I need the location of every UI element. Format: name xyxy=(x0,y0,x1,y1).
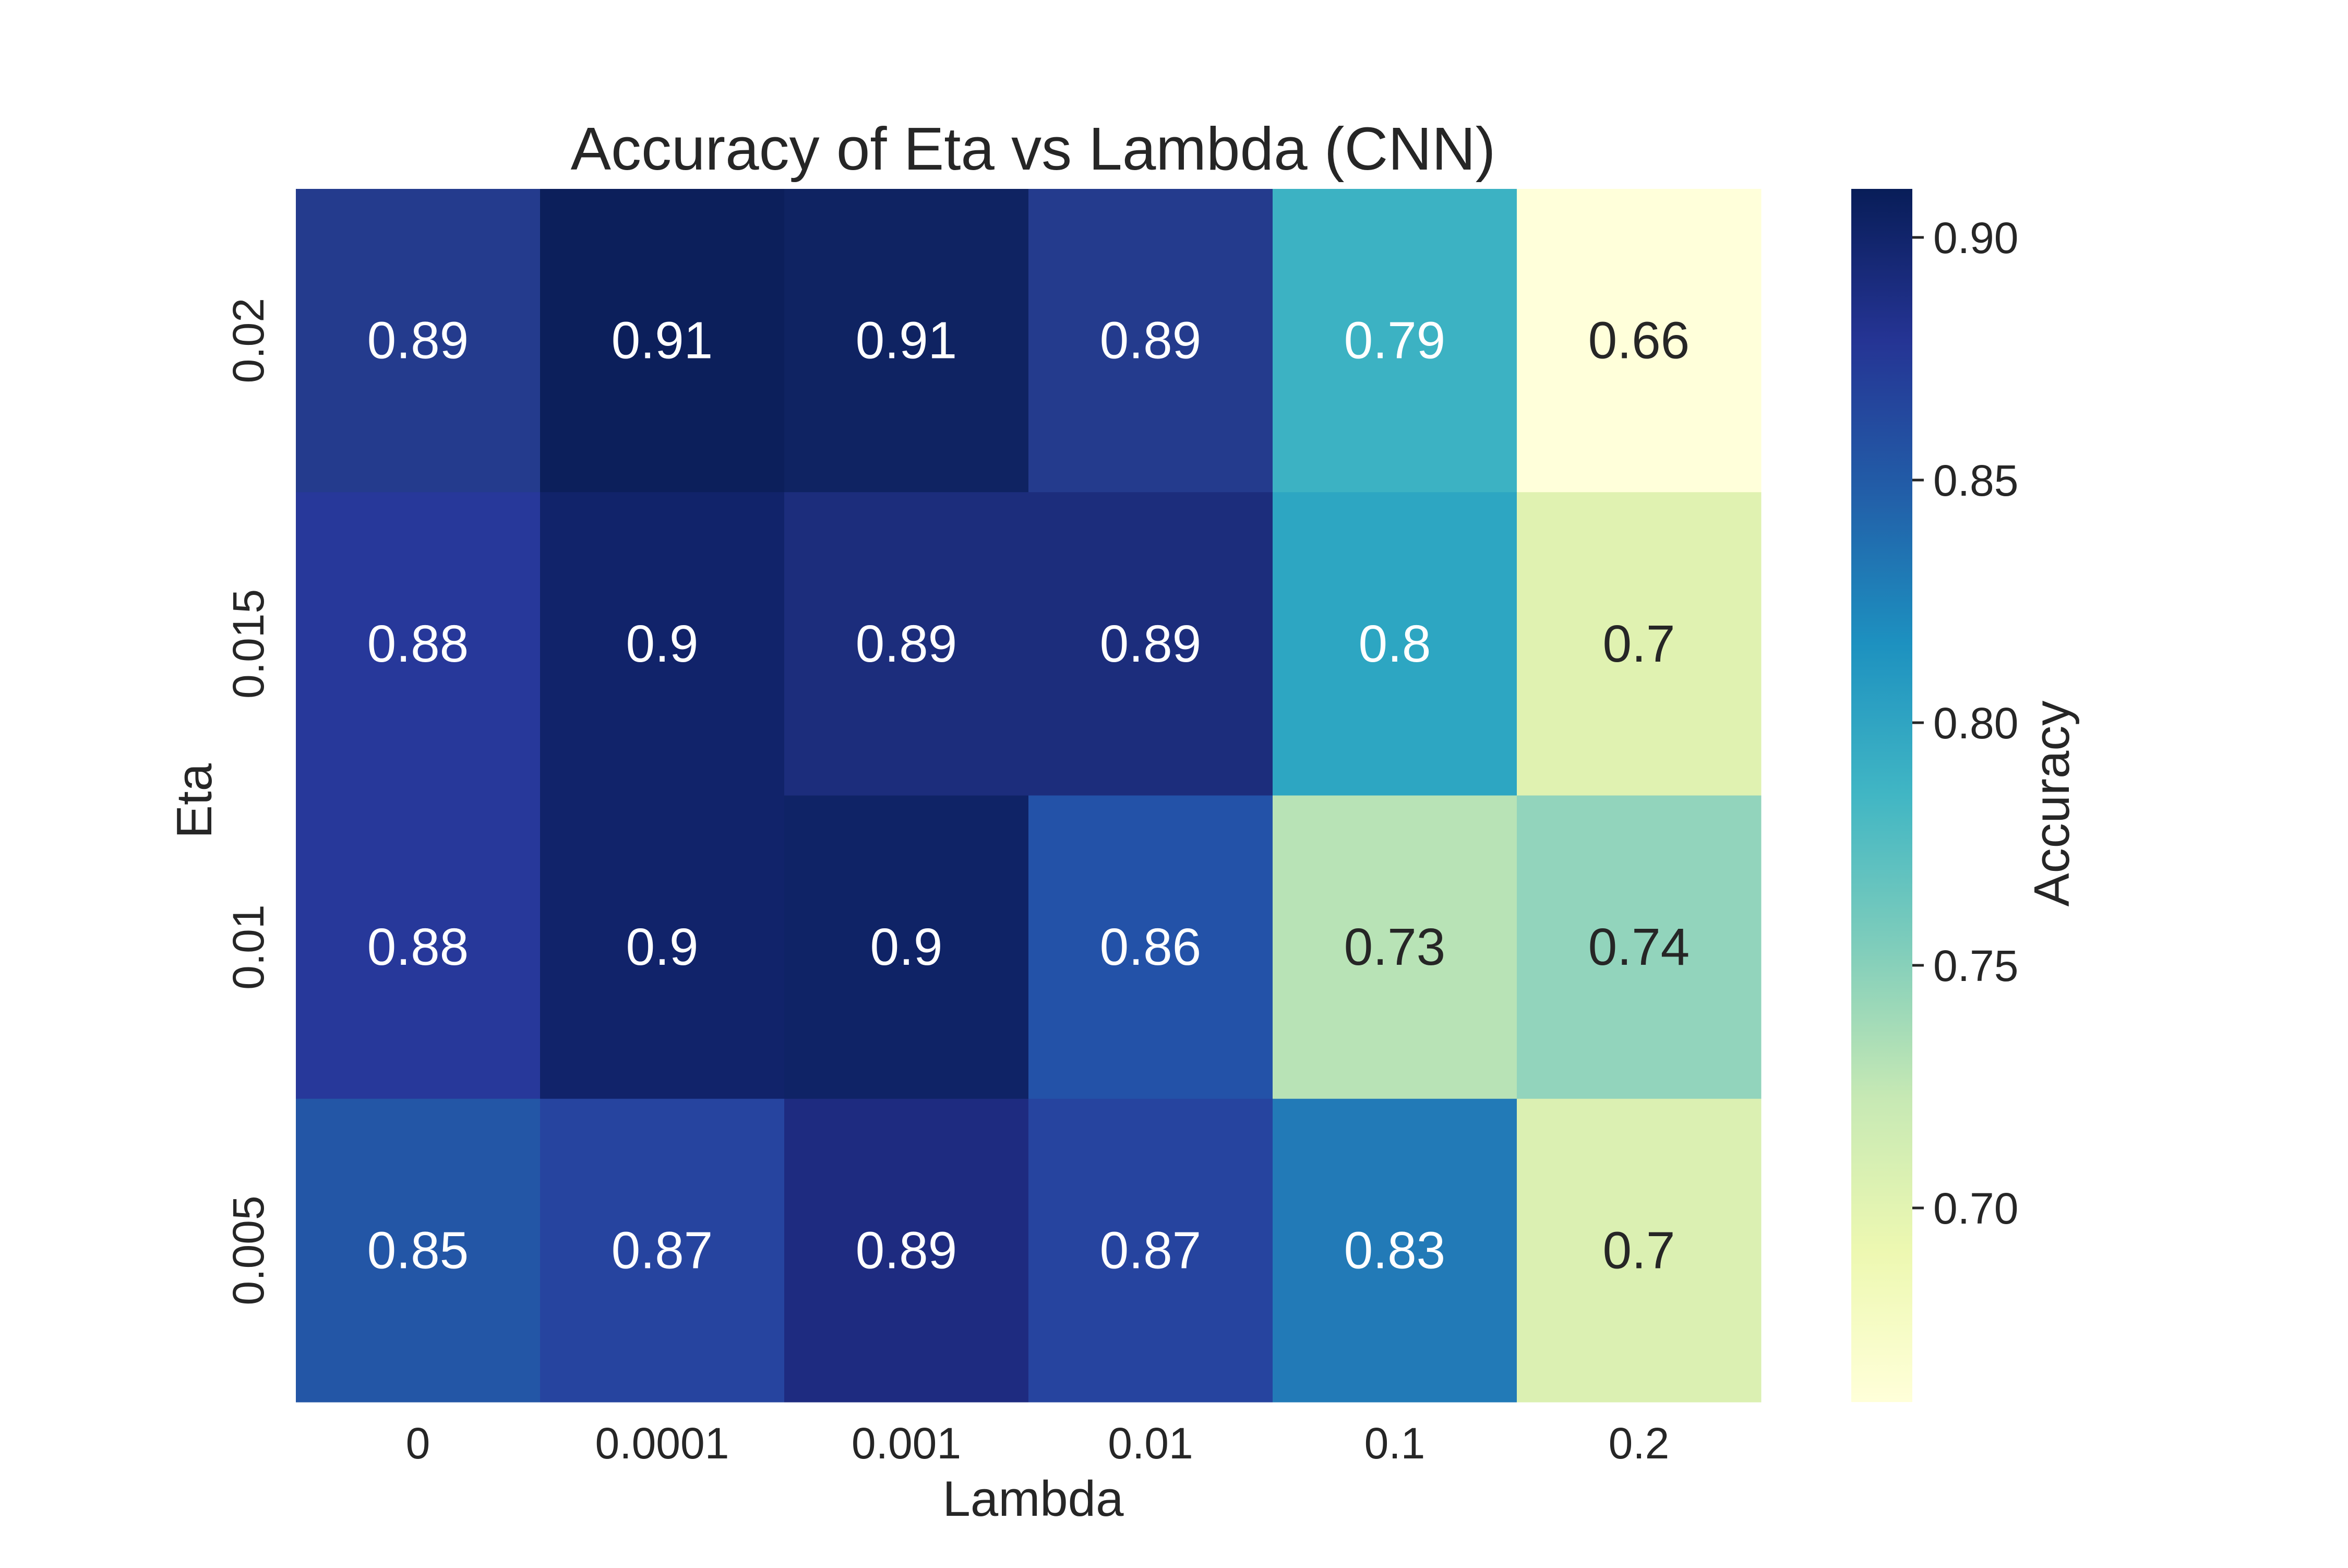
cell-value-label: 0.8 xyxy=(1358,615,1431,673)
y-tick-label: 0.015 xyxy=(224,589,273,699)
colorbar-tick-label: 0.90 xyxy=(1933,213,2019,262)
cell-value-label: 0.91 xyxy=(612,312,713,370)
cell-value-label: 0.89 xyxy=(1100,615,1202,673)
heatmap-cell xyxy=(296,492,541,796)
heatmap-cell xyxy=(540,795,785,1099)
heatmap-cell xyxy=(1517,1098,1762,1403)
cell-value-label: 0.79 xyxy=(1344,312,1446,370)
heatmap-cell xyxy=(1028,189,1273,493)
y-tick-label: 0.01 xyxy=(224,904,273,990)
heatmap-cell xyxy=(784,795,1029,1099)
x-tick-label: 0.2 xyxy=(1609,1419,1670,1468)
cell-value-label: 0.7 xyxy=(1602,1221,1675,1279)
cell-value-label: 0.91 xyxy=(856,312,957,370)
chart-title: Accuracy of Eta vs Lambda (CNN) xyxy=(571,115,1496,183)
x-tick-label: 0 xyxy=(406,1419,430,1468)
cell-value-label: 0.66 xyxy=(1588,312,1690,370)
heatmap-cell xyxy=(1273,1098,1517,1403)
x-tick-label: 0.0001 xyxy=(595,1419,729,1468)
cell-value-label: 0.88 xyxy=(367,918,469,976)
heatmap-cell xyxy=(1273,795,1517,1099)
colorbar-tick-label: 0.75 xyxy=(1933,941,2019,990)
colorbar-tick-label: 0.70 xyxy=(1933,1184,2019,1233)
heatmap-cell xyxy=(784,1098,1029,1403)
cell-value-label: 0.73 xyxy=(1344,918,1446,976)
x-axis-label: Lambda xyxy=(943,1471,1124,1527)
heatmap-cell xyxy=(1028,795,1273,1099)
heatmap-cell xyxy=(1273,189,1517,493)
heatmap-cell xyxy=(1517,189,1762,493)
cell-value-label: 0.9 xyxy=(626,615,698,673)
cell-value-label: 0.89 xyxy=(856,615,957,673)
y-tick-label: 0.02 xyxy=(224,298,273,384)
colorbar: 0.70 0.75 0.80 0.85 0.90 xyxy=(1851,189,2019,1402)
cell-value-label: 0.9 xyxy=(626,918,698,976)
x-tick-label: 0.1 xyxy=(1364,1419,1425,1468)
cell-value-label: 0.89 xyxy=(856,1221,957,1279)
heatmap-cell xyxy=(784,492,1029,796)
cell-value-label: 0.86 xyxy=(1100,918,1202,976)
cell-value-label: 0.85 xyxy=(367,1221,469,1279)
cell-value-label: 0.9 xyxy=(870,918,942,976)
y-axis-ticks: 0.02 0.015 0.01 0.005 xyxy=(224,298,273,1306)
heatmap-cell xyxy=(1517,492,1762,796)
heatmap-annotations: 0.89 0.91 0.91 0.89 0.79 0.66 0.88 0.9 0.89 0.89 0… xyxy=(367,312,1690,1280)
x-axis-ticks: 0 0.0001 0.001 0.01 0.1 0.2 xyxy=(406,1419,1670,1468)
heatmap-cell xyxy=(1028,492,1273,796)
cell-value-label: 0.89 xyxy=(1100,312,1202,370)
heatmap-cell xyxy=(784,189,1029,493)
cell-value-label: 0.83 xyxy=(1344,1221,1446,1279)
cell-value-label: 0.89 xyxy=(367,312,469,370)
colorbar-tick-label: 0.85 xyxy=(1933,456,2019,505)
heatmap-cells xyxy=(296,189,1762,1403)
cell-value-label: 0.88 xyxy=(367,615,469,673)
heatmap-cell xyxy=(296,1098,541,1403)
heatmap-cell xyxy=(540,189,785,493)
heatmap-cell xyxy=(540,1098,785,1403)
cell-value-label: 0.74 xyxy=(1588,918,1690,976)
heatmap-cell xyxy=(296,795,541,1099)
cell-value-label: 0.7 xyxy=(1602,615,1675,673)
heatmap-cell xyxy=(1028,1098,1273,1403)
y-tick-label: 0.005 xyxy=(224,1195,273,1305)
y-axis-label: Eta xyxy=(166,763,222,839)
heatmap-cell xyxy=(1273,492,1517,796)
x-tick-label: 0.01 xyxy=(1108,1419,1193,1468)
colorbar-gradient xyxy=(1851,189,1912,1402)
heatmap-cell xyxy=(1517,795,1762,1099)
colorbar-tick-label: 0.80 xyxy=(1933,699,2019,748)
cell-value-label: 0.87 xyxy=(612,1221,713,1279)
cell-value-label: 0.87 xyxy=(1100,1221,1202,1279)
heatmap-cell xyxy=(296,189,541,493)
heatmap-cell xyxy=(540,492,785,796)
colorbar-label: Accuracy xyxy=(2024,701,2080,907)
x-tick-label: 0.001 xyxy=(852,1419,961,1468)
